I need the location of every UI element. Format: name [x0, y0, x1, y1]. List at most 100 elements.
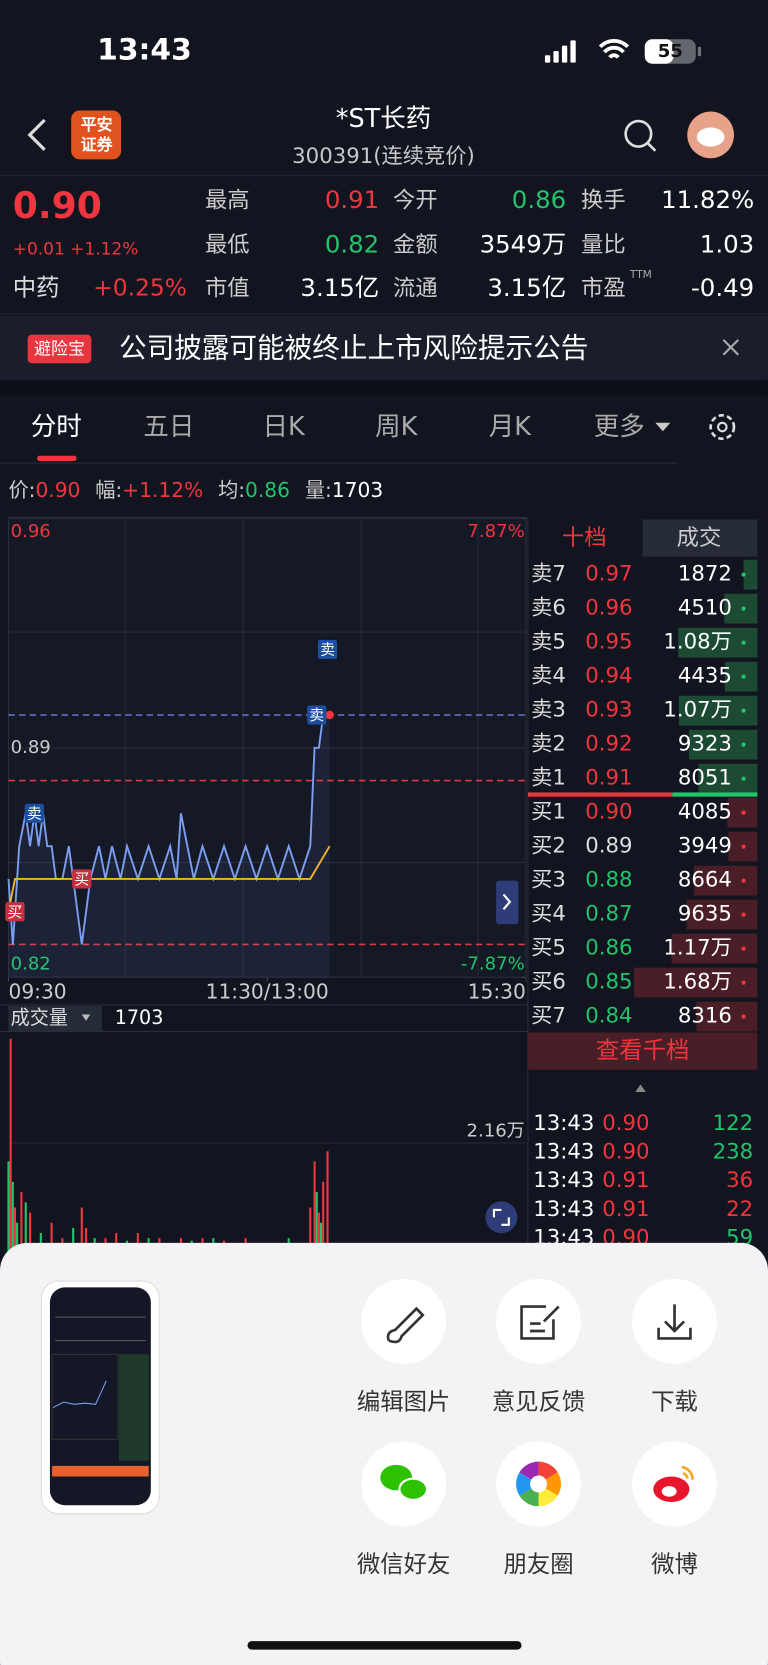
field-value: 3549万 — [480, 229, 567, 258]
depth-button-text: 查看千档 — [596, 1036, 689, 1064]
book-level: 买2 — [531, 834, 566, 859]
volume-bar — [326, 1151, 329, 1254]
action-label: 意见反馈 — [492, 1388, 585, 1416]
volume-bar — [7, 1161, 10, 1254]
info-label: 价: — [8, 477, 35, 501]
tab[interactable]: 月K — [489, 412, 532, 442]
volume-bar — [50, 1222, 53, 1254]
info-value: 0.90 — [35, 477, 80, 501]
banner-close[interactable] — [722, 339, 740, 356]
book-level: 卖2 — [531, 732, 566, 757]
y-tick-label: 2.16万 — [467, 1120, 525, 1141]
trade-volume: 122 — [713, 1111, 754, 1136]
sector-change: +0.25% — [93, 273, 187, 301]
tab[interactable]: 日K — [263, 412, 306, 442]
broker-logo — [71, 110, 122, 160]
book-price: 0.93 — [585, 698, 632, 723]
info-label: 量: — [305, 477, 332, 501]
expand-panel-button[interactable] — [496, 880, 519, 925]
volume-bar — [11, 1181, 14, 1254]
book-dot — [741, 946, 746, 951]
x-tick-label: 11:30/13:00 — [206, 980, 329, 1004]
price-change: +0.01 +1.12% — [13, 240, 139, 260]
book-dot — [741, 708, 746, 713]
trade-price: 0.91 — [602, 1197, 649, 1222]
book-price: 0.96 — [585, 596, 632, 621]
book-level: 买5 — [531, 936, 566, 961]
volume-bar — [24, 1202, 27, 1254]
volume-bar — [85, 1227, 88, 1254]
back-button[interactable] — [27, 118, 46, 151]
field-label: 最低 — [205, 232, 250, 258]
field-value: 11.82% — [661, 185, 754, 214]
depth-button[interactable] — [527, 1032, 758, 1070]
book-level: 卖6 — [531, 596, 566, 621]
book-dot — [741, 776, 746, 781]
last-price-dot — [325, 710, 334, 720]
trade-marker-label: 卖 — [309, 706, 324, 724]
field-label: 今开 — [393, 187, 438, 213]
share-sheet: 编辑图片 意见反馈 下载 微信好友 朋友圈 微博 — [0, 1242, 768, 1665]
volume-depth-bar — [743, 559, 758, 590]
book-level: 卖3 — [531, 698, 566, 723]
book-level: 卖1 — [531, 766, 566, 791]
volume-depth-bar — [688, 729, 758, 760]
book-volume: 8051 — [678, 766, 732, 791]
info-value: +1.12% — [122, 477, 203, 501]
volume-depth-bar — [724, 661, 758, 692]
fullscreen-button[interactable] — [485, 1201, 518, 1234]
tab[interactable]: 分时 — [31, 412, 82, 442]
fullscreen-icon — [492, 1208, 510, 1226]
banner-text: 公司披露可能被终止上市风险提示公告 — [119, 331, 588, 364]
feedback-button[interactable] — [496, 1278, 582, 1364]
dropdown-icon — [81, 1014, 91, 1021]
collapse-icon — [635, 1084, 646, 1092]
action-label: 下载 — [651, 1388, 698, 1416]
book-tab-bg — [642, 519, 758, 557]
book-tab[interactable]: 成交 — [677, 525, 722, 551]
wifi-icon — [598, 39, 630, 59]
book-level: 买4 — [531, 902, 566, 927]
ratio-bar-sell — [672, 792, 758, 797]
x-tick-label: 15:30 — [468, 980, 526, 1004]
spacer — [0, 380, 768, 396]
field-sup: TTM — [629, 268, 652, 281]
volume-bar — [317, 1212, 320, 1254]
tab-bar: 分时 五日 日K 周K 月K 更多 — [31, 412, 671, 442]
book-dot — [741, 844, 746, 849]
wechat-icon — [398, 1477, 429, 1501]
trade-volume: 238 — [713, 1140, 754, 1165]
banner[interactable] — [0, 315, 768, 381]
volume-latest: 1703 — [115, 1006, 164, 1029]
book-dot — [741, 606, 746, 611]
book-price: 0.89 — [585, 834, 632, 859]
book-volume: 4435 — [678, 664, 732, 689]
action-label: 微博 — [651, 1550, 698, 1578]
field-value: -0.49 — [691, 273, 754, 302]
thumbnail-detail — [51, 1316, 149, 1477]
book-dot — [741, 810, 746, 815]
tab[interactable]: 五日 — [143, 412, 194, 442]
stock-code: 300391(连续竞价) — [292, 144, 475, 169]
field-value: 0.91 — [325, 185, 379, 214]
book-tab[interactable]: 十档 — [562, 525, 607, 551]
weibo-icon — [661, 1486, 677, 1497]
info-label: 均: — [218, 477, 245, 501]
logo-text: 证券 — [81, 135, 114, 154]
book-volume: 9635 — [678, 902, 732, 927]
book-level: 卖7 — [531, 562, 566, 587]
x-tick-label: 09:30 — [8, 980, 66, 1004]
settings-button[interactable] — [709, 414, 736, 441]
field-value: 3.15亿 — [487, 273, 566, 302]
tab[interactable]: 更多 — [594, 412, 645, 442]
search-button[interactable] — [624, 119, 657, 152]
ratio-bar-buy — [527, 792, 673, 797]
volume-title: 成交量 — [11, 1006, 68, 1029]
book-dot — [741, 640, 746, 645]
book-dot — [741, 572, 746, 577]
book-price: 0.90 — [585, 800, 632, 825]
avatar-face — [696, 127, 725, 147]
field-label: 量比 — [581, 232, 626, 258]
tab[interactable]: 周K — [375, 412, 418, 442]
